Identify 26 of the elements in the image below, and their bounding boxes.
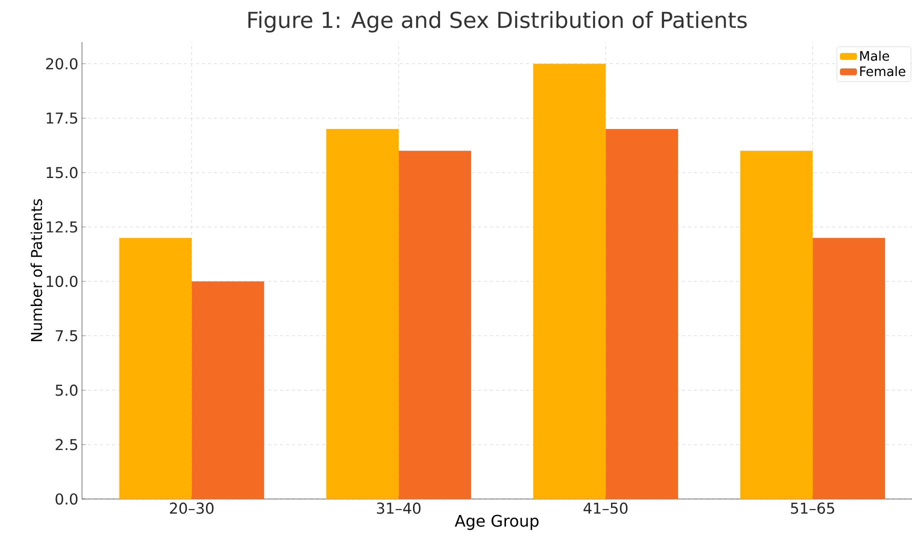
y-tick-label: 0.0 — [56, 493, 78, 505]
y-axis-title: Number of Patients — [30, 199, 42, 342]
bar — [119, 238, 192, 499]
y-tick-label: 15.0 — [46, 166, 78, 178]
x-tick-label: 31–40 — [376, 502, 421, 514]
y-tick-label: 17.5 — [46, 112, 78, 124]
bar — [812, 238, 886, 499]
y-tick-label: 2.5 — [56, 438, 78, 450]
y-tick-label: 7.5 — [56, 330, 78, 342]
bar — [326, 129, 399, 499]
bar — [533, 64, 606, 499]
y-tick-label: 20.0 — [46, 58, 78, 70]
bar — [606, 129, 678, 499]
x-tick-label: 20–30 — [170, 502, 214, 514]
bar — [398, 150, 472, 499]
x-axis-title: Age Group — [454, 514, 539, 530]
legend-label: Female — [860, 66, 906, 76]
bar — [192, 281, 264, 499]
y-tick-label: 5.0 — [56, 384, 78, 396]
bar — [740, 150, 813, 499]
x-tick-label: 41–50 — [584, 502, 628, 514]
y-tick-label: 12.5 — [46, 221, 78, 233]
chart-title: Figure 1: Age and Sex Distribution of Patients — [248, 11, 747, 32]
y-tick-label: 10.0 — [46, 276, 78, 288]
x-tick-label: 51–65 — [790, 502, 834, 514]
legend-label: Male — [860, 50, 890, 61]
